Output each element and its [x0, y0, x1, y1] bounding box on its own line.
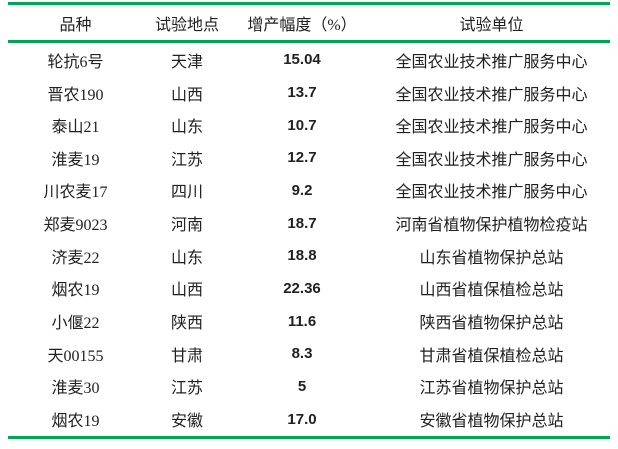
cell-increase: 10.7 — [287, 116, 317, 134]
cell-variety: 晋农190 — [47, 86, 104, 104]
cell-unit: 山西省植保植检总站 — [419, 282, 564, 300]
table-row: 晋农190 山西 13.7 全国农业技术推广服务中心 — [8, 76, 610, 109]
cell-unit: 安徽省植物保护总站 — [419, 413, 564, 431]
cell-unit: 全国农业技术推广服务中心 — [395, 86, 588, 104]
cell-increase: 17.0 — [287, 410, 317, 428]
cell-location: 天津 — [170, 53, 203, 71]
cell-unit: 全国农业技术推广服务中心 — [395, 53, 588, 71]
cell-variety: 烟农19 — [51, 282, 100, 300]
cell-increase: 11.6 — [287, 312, 317, 330]
cell-increase: 22.36 — [283, 279, 321, 297]
table-header: 品种 试验地点 增产幅度（%） 试验单位 — [8, 4, 610, 42]
column-header-increase: 增产幅度（%） — [247, 16, 357, 34]
cell-increase: 8.3 — [291, 345, 313, 363]
cell-location: 山东 — [170, 119, 203, 137]
cell-location: 四川 — [170, 184, 203, 202]
cell-unit: 全国农业技术推广服务中心 — [395, 119, 588, 137]
cell-location: 山西 — [170, 282, 203, 300]
cell-location: 安徽 — [170, 413, 203, 431]
cell-unit: 河南省植物保护植物检疫站 — [395, 217, 588, 235]
cell-increase: 9.2 — [291, 181, 313, 199]
cell-unit: 全国农业技术推广服务中心 — [395, 151, 588, 169]
table-row: 小偃22 陕西 11.6 陕西省植物保护总站 — [8, 305, 610, 338]
cell-variety: 郑麦9023 — [43, 217, 108, 235]
cell-variety: 轮抗6号 — [47, 53, 104, 71]
cell-location: 山西 — [170, 86, 203, 104]
cell-increase: 18.7 — [287, 214, 317, 232]
cell-unit: 甘肃省植保植检总站 — [419, 347, 564, 365]
cell-variety: 小偃22 — [51, 315, 100, 333]
cell-unit: 陕西省植物保护总站 — [419, 315, 564, 333]
cell-variety: 天00155 — [47, 347, 104, 365]
cell-location: 山东 — [170, 249, 203, 267]
cell-increase: 18.8 — [287, 247, 317, 265]
cell-location: 江苏 — [170, 151, 203, 169]
table-body: 轮抗6号 天津 15.04 全国农业技术推广服务中心 晋农190 山西 13.7… — [8, 42, 610, 438]
table-row: 轮抗6号 天津 15.04 全国农业技术推广服务中心 — [8, 42, 610, 77]
table-row: 烟农19 山西 22.36 山西省植保植检总站 — [8, 272, 610, 305]
column-header-variety: 品种 — [59, 16, 92, 34]
cell-variety: 济麦22 — [51, 249, 100, 267]
table-row: 天00155 甘肃 8.3 甘肃省植保植检总站 — [8, 337, 610, 370]
cell-unit: 全国农业技术推广服务中心 — [395, 184, 588, 202]
cell-location: 河南 — [170, 217, 203, 235]
cell-variety: 淮麦19 — [51, 151, 100, 169]
cell-variety: 川农麦17 — [43, 184, 108, 202]
cell-increase: 12.7 — [287, 149, 317, 167]
table-row: 川农麦17 四川 9.2 全国农业技术推广服务中心 — [8, 174, 610, 207]
table-row: 泰山21 山东 10.7 全国农业技术推广服务中心 — [8, 109, 610, 142]
cell-variety: 泰山21 — [51, 119, 100, 137]
cell-location: 甘肃 — [170, 347, 203, 365]
cell-variety: 烟农19 — [51, 413, 100, 431]
cell-increase: 13.7 — [287, 84, 317, 102]
cell-unit: 江苏省植物保护总站 — [419, 380, 564, 398]
column-header-unit: 试验单位 — [459, 16, 524, 34]
table-row: 淮麦30 江苏 5 江苏省植物保护总站 — [8, 370, 610, 403]
table-row: 烟农19 安徽 17.0 安徽省植物保护总站 — [8, 403, 610, 438]
cell-increase: 5 — [297, 377, 307, 395]
wheat-trial-table: 品种 试验地点 增产幅度（%） 试验单位 轮抗6号 天津 15.04 全国农业技… — [8, 2, 610, 439]
header-row: 品种 试验地点 增产幅度（%） 试验单位 — [8, 4, 610, 42]
table-row: 淮麦19 江苏 12.7 全国农业技术推广服务中心 — [8, 142, 610, 175]
cell-increase: 15.04 — [283, 51, 321, 69]
cell-unit: 山东省植物保护总站 — [419, 249, 564, 267]
cell-variety: 淮麦30 — [51, 380, 100, 398]
table-row: 济麦22 山东 18.8 山东省植物保护总站 — [8, 239, 610, 272]
table-row: 郑麦9023 河南 18.7 河南省植物保护植物检疫站 — [8, 207, 610, 240]
cell-location: 江苏 — [170, 380, 203, 398]
cell-location: 陕西 — [170, 315, 203, 333]
column-header-location: 试验地点 — [154, 16, 219, 34]
